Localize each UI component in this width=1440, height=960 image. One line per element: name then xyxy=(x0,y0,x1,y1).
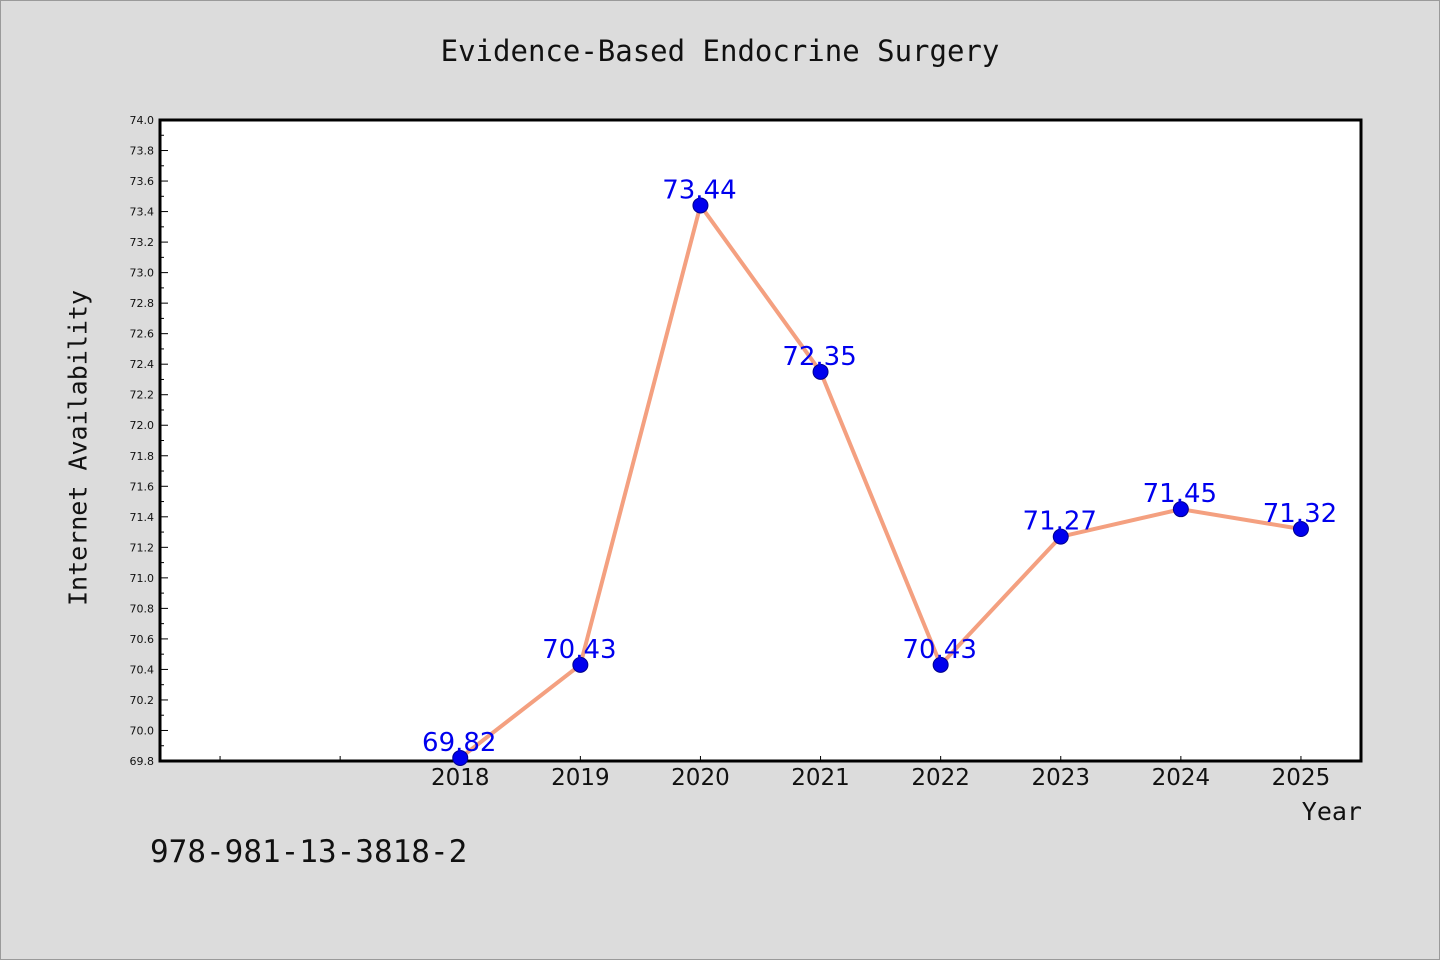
x-tick-label: 2024 xyxy=(1152,765,1211,791)
data-point xyxy=(1052,528,1069,545)
y-tick-label: 71.8 xyxy=(130,450,155,463)
data-label: 70.43 xyxy=(542,635,616,665)
data-label: 71.32 xyxy=(1263,499,1337,529)
x-axis-label: Year xyxy=(1301,797,1362,826)
data-label: 71.45 xyxy=(1143,479,1217,509)
x-tick-label: 2023 xyxy=(1031,765,1090,791)
series-line xyxy=(459,203,1302,760)
x-tick-label: 2020 xyxy=(671,765,730,791)
y-tick-label: 72.6 xyxy=(130,328,155,341)
y-tick-label: 69.8 xyxy=(130,755,155,768)
x-tick-label: 2019 xyxy=(551,765,610,791)
data-point xyxy=(692,197,709,214)
y-tick-label: 70.6 xyxy=(130,633,155,646)
y-tick-label: 72.8 xyxy=(130,297,155,310)
y-tick-label: 71.4 xyxy=(130,511,155,524)
data-label: 69.82 xyxy=(422,728,496,758)
y-tick-label: 74.0 xyxy=(130,114,155,127)
y-tick-label: 73.4 xyxy=(130,206,155,219)
y-tick-label: 73.6 xyxy=(130,175,155,188)
chart-title: Evidence-Based Endocrine Surgery xyxy=(440,34,1000,68)
x-tick-label: 2018 xyxy=(431,765,490,791)
y-tick-label: 73.2 xyxy=(130,236,155,249)
data-point xyxy=(1292,521,1309,538)
data-label: 71.27 xyxy=(1023,507,1097,537)
y-tick-label: 71.6 xyxy=(130,480,155,493)
y-tick-label: 71.0 xyxy=(130,572,155,585)
x-tick-label: 2021 xyxy=(791,765,850,791)
y-tick-label: 70.8 xyxy=(130,602,155,615)
data-point xyxy=(1172,501,1189,518)
y-tick-label: 70.4 xyxy=(130,663,155,676)
y-tick-label: 71.2 xyxy=(130,541,155,554)
data-point xyxy=(932,656,949,673)
x-tick-label: 2025 xyxy=(1272,765,1331,791)
y-tick-label: 72.4 xyxy=(130,358,155,371)
y-tick-label: 70.0 xyxy=(130,724,155,737)
y-tick-label: 73.8 xyxy=(130,145,155,158)
data-point xyxy=(572,656,589,673)
data-label: 70.43 xyxy=(902,635,976,665)
y-tick-label: 70.2 xyxy=(130,694,155,707)
y-tick-label: 72.2 xyxy=(130,389,155,402)
y-tick-label: 72.0 xyxy=(130,419,155,432)
plot-frame xyxy=(158,118,1363,763)
y-tick-label: 73.0 xyxy=(130,267,155,280)
isbn-text: 978-981-13-3818-2 xyxy=(150,834,468,870)
data-label: 73.44 xyxy=(662,175,736,205)
data-label: 72.35 xyxy=(782,342,856,372)
data-point xyxy=(812,363,829,380)
x-tick-label: 2022 xyxy=(911,765,970,791)
data-point xyxy=(452,749,469,766)
